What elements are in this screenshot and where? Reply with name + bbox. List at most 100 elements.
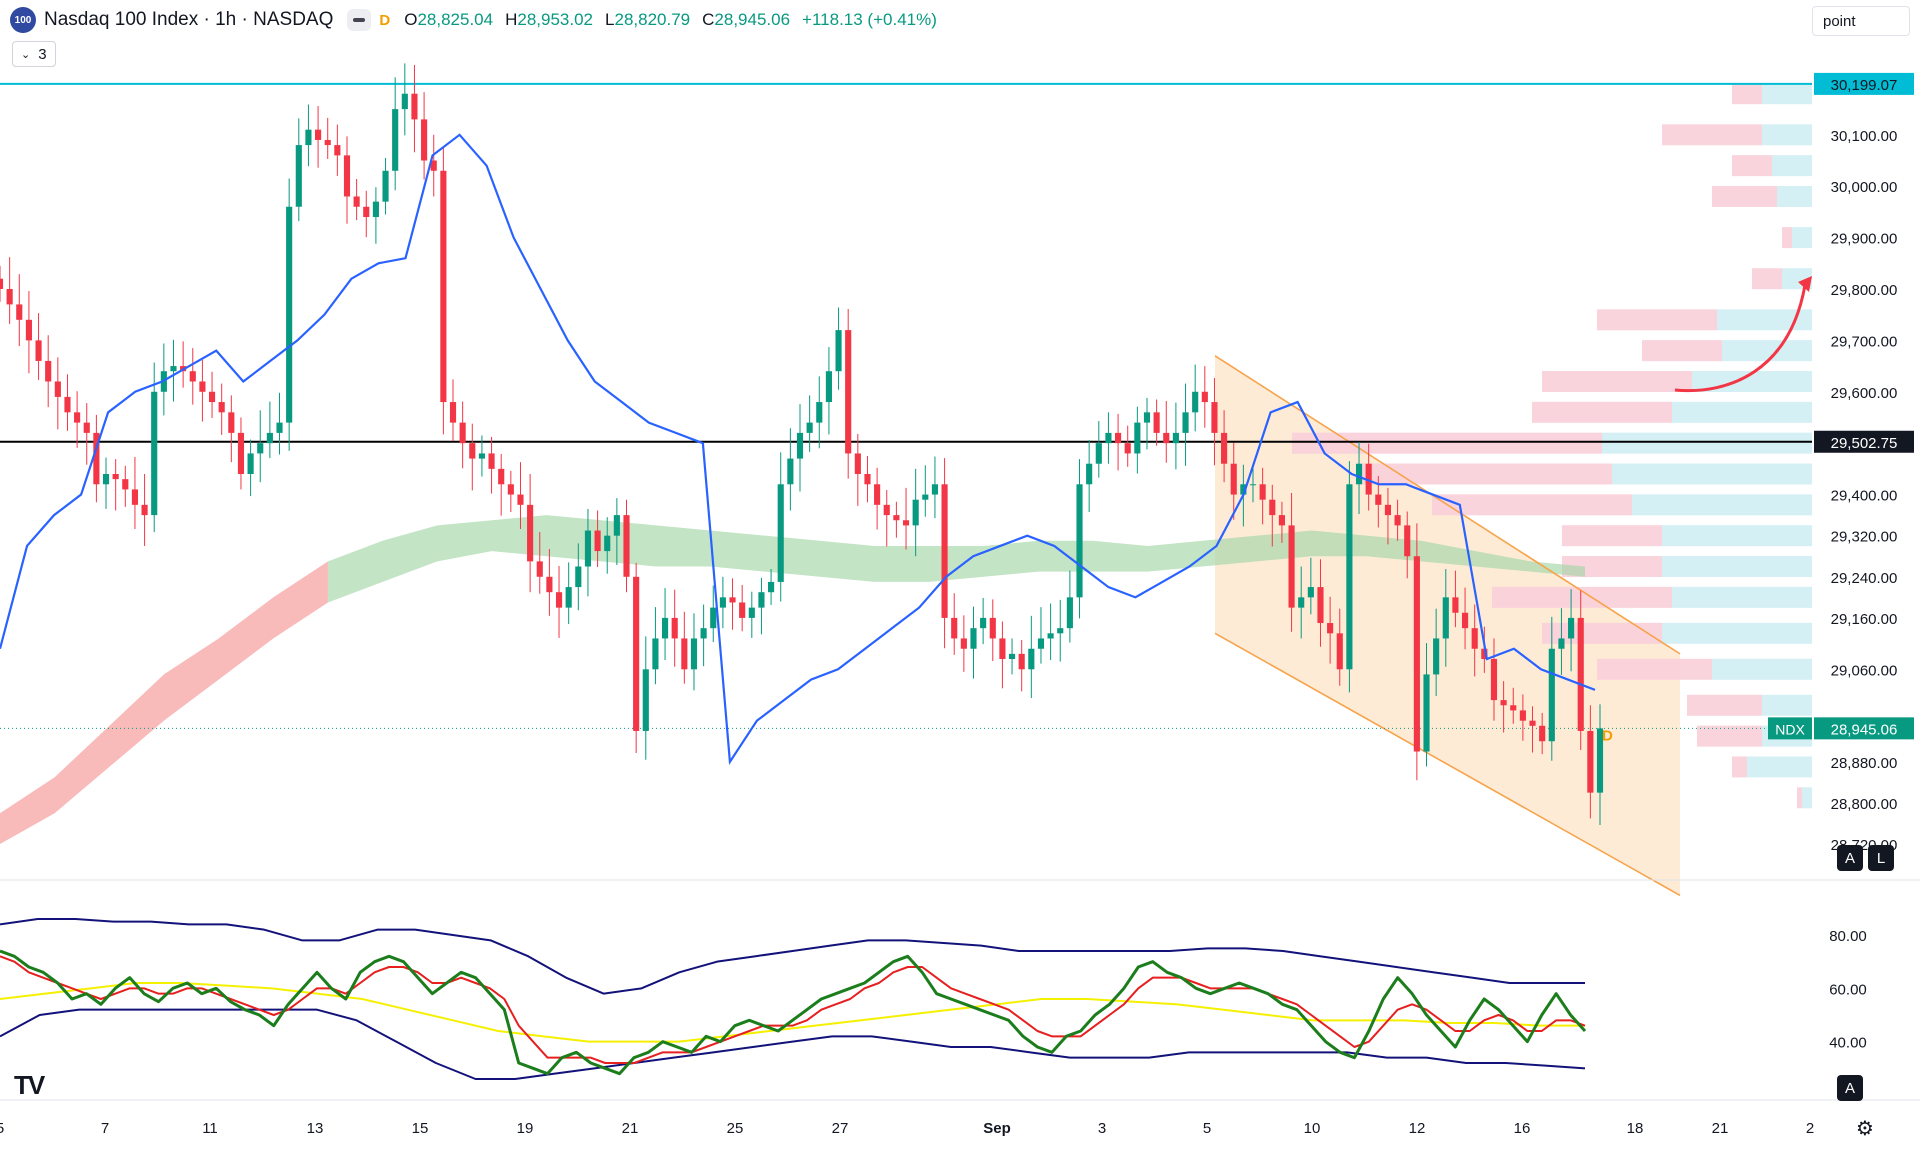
- candle: [266, 401, 273, 459]
- volume-profile-cyan-bar: [1802, 787, 1812, 809]
- volume-profile-cyan-bar: [1612, 463, 1812, 485]
- candle-body: [729, 597, 736, 603]
- symbol-header: 100 Nasdaq 100 Index · 1h · NASDAQ D O28…: [10, 6, 937, 34]
- candle: [1278, 501, 1285, 543]
- ohlc-high: H28,953.02: [505, 10, 593, 30]
- candle-body: [1596, 728, 1604, 793]
- ohlc-open: O28,825.04: [404, 10, 493, 30]
- candle-body: [1066, 597, 1073, 629]
- gear-icon[interactable]: ⚙: [1856, 1118, 1874, 1140]
- candle-body: [719, 597, 726, 608]
- candle-body: [449, 402, 457, 423]
- candle: [478, 435, 485, 477]
- candle-body: [825, 371, 832, 403]
- volume-profile-pink-bar: [1492, 586, 1672, 608]
- candle: [1249, 466, 1257, 503]
- tradingview-logo-icon: TV: [14, 1070, 45, 1100]
- candle-body: [74, 412, 81, 423]
- time-axis: 5 7 11 13 15 19 21 25 27 Sep 3 5 10 12 16 18 21 2: [0, 1120, 1814, 1137]
- auto-scale-button[interactable]: A: [1837, 845, 1863, 871]
- volume-profile-cyan-bar: [1632, 494, 1812, 516]
- volume-profile-cyan-bar: [1602, 432, 1812, 454]
- candle-body: [874, 484, 881, 505]
- candle: [392, 77, 399, 191]
- candle-body: [1153, 412, 1160, 433]
- candle: [1037, 607, 1045, 664]
- candle: [1211, 377, 1218, 466]
- candle-body: [131, 489, 139, 505]
- time-tick-label: Sep: [983, 1120, 1011, 1137]
- candle-body: [1404, 525, 1411, 557]
- candle: [324, 117, 331, 159]
- candle: [1288, 493, 1295, 632]
- candle-body: [1192, 391, 1199, 413]
- candle-body: [845, 330, 852, 454]
- candle-body: [787, 458, 794, 485]
- ma-cloud-red: [0, 561, 328, 845]
- candle-body: [1076, 484, 1083, 598]
- candle: [1596, 704, 1604, 826]
- candle: [912, 468, 919, 557]
- candle-body: [1568, 617, 1575, 639]
- volume-profile-pink-bar: [1432, 494, 1632, 516]
- volume-profile-pink-bar: [1752, 268, 1782, 290]
- eye-toggle-pill[interactable]: [347, 9, 372, 31]
- candle: [864, 456, 871, 503]
- candle-body: [1182, 412, 1189, 433]
- candle: [1066, 570, 1073, 643]
- indicators-toggle[interactable]: ⌄ 3: [12, 41, 56, 67]
- candle-body: [1086, 463, 1093, 485]
- price-tick-label: 30,100.00: [1831, 128, 1898, 145]
- rsi-tick-label: 80.00: [1829, 928, 1867, 945]
- candle: [1442, 569, 1449, 667]
- high-key: H: [505, 10, 518, 29]
- candle: [237, 417, 245, 490]
- candle-body: [1327, 623, 1334, 634]
- candle-body: [893, 515, 900, 521]
- volume-profile-pink-bar: [1797, 787, 1802, 809]
- candle: [575, 543, 582, 611]
- candle-body: [1028, 648, 1035, 670]
- symbol-title[interactable]: Nasdaq 100 Index · 1h · NASDAQ: [44, 9, 334, 30]
- price-tick-label: 29,800.00: [1831, 282, 1898, 299]
- volume-profile-pink-bar: [1642, 340, 1722, 362]
- rsi-auto-scale-button[interactable]: A: [1837, 1075, 1863, 1101]
- candle: [180, 341, 187, 388]
- candle-body: [690, 638, 698, 670]
- price-tick-label: 29,600.00: [1831, 385, 1898, 402]
- candle: [768, 569, 775, 606]
- unit-field[interactable]: point: [1812, 6, 1910, 36]
- log-scale-button[interactable]: L: [1868, 845, 1894, 871]
- candle: [594, 510, 601, 568]
- candle-body: [565, 587, 572, 608]
- candle-body: [1375, 494, 1382, 505]
- candle-body: [1278, 515, 1285, 526]
- candle-body: [286, 206, 293, 423]
- open-value: 28,825.04: [417, 10, 494, 29]
- candle-body: [218, 402, 225, 413]
- volume-profile-cyan-bar: [1762, 124, 1812, 146]
- candle-body: [0, 278, 4, 289]
- candle-body: [1124, 443, 1131, 454]
- candle: [565, 562, 572, 625]
- candle: [151, 362, 158, 533]
- volume-profile-pink-bar: [1562, 556, 1662, 578]
- candle: [218, 383, 225, 435]
- volume-profile-pink-bar: [1782, 227, 1792, 249]
- volume-profile-pink-bar: [1732, 155, 1772, 177]
- candle: [131, 457, 139, 529]
- volume-profile-pink-bar: [1662, 124, 1762, 146]
- price-tick-label: 29,240.00: [1831, 570, 1898, 587]
- time-tick-label: 7: [101, 1120, 109, 1137]
- volume-profile-cyan-bar: [1662, 556, 1812, 578]
- last-price-box: [1814, 717, 1914, 740]
- candle-body: [1510, 705, 1517, 711]
- candle-body: [604, 535, 611, 552]
- volume-profile-pink-bar: [1732, 83, 1762, 105]
- candle-body: [392, 109, 399, 171]
- candle-body: [835, 330, 842, 372]
- candle: [623, 499, 630, 593]
- candle: [1230, 442, 1237, 520]
- candle-body: [671, 617, 678, 639]
